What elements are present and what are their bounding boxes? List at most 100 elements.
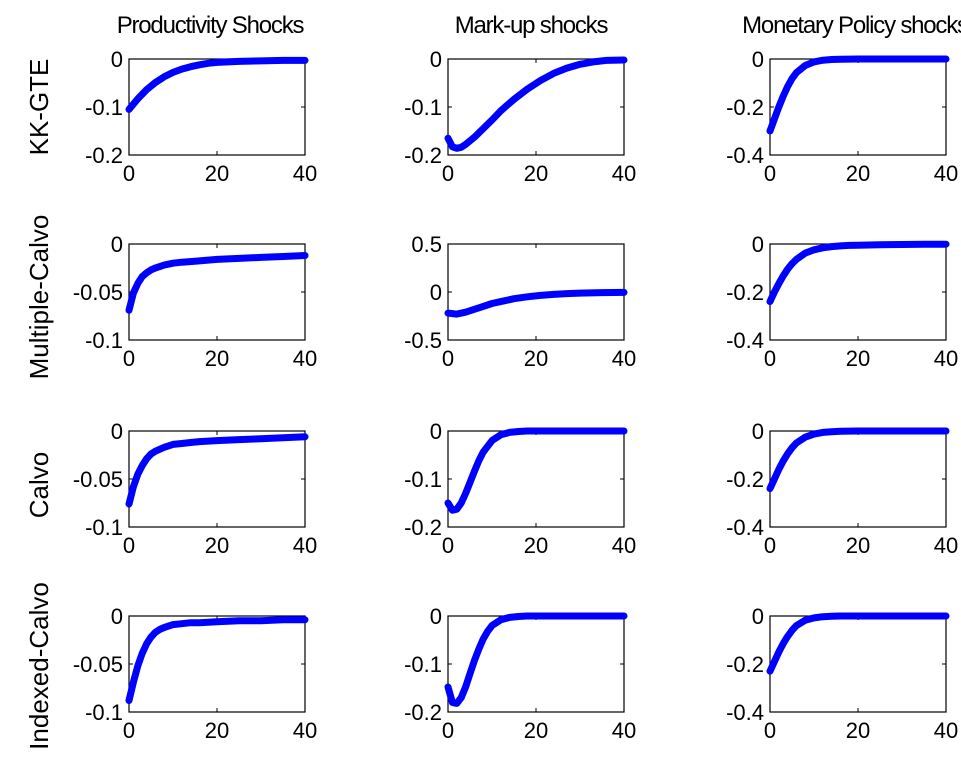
y-tick-label: 0 [752,419,764,444]
x-tick-label: 20 [205,346,229,371]
column-title-productivity: Productivity Shocks [117,12,305,39]
x-tick-label: 0 [123,718,135,743]
x-tick-label: 20 [846,161,870,186]
y-tick-label: 0 [430,604,442,629]
subplot-r2-c0: 0 20 40 0 -0.05 -0.1 [73,419,317,558]
x-tick-label: 0 [442,718,454,743]
x-tick-label: 20 [524,533,548,558]
subplot-r3-c2: 0 20 40 0 -0.2 -0.4 [726,604,958,743]
subplot-grid: 0 20 400-0.1-0.20 20 400-0.1-0.20 20 400-0.2-0… [73,47,958,743]
x-tick-label: 40 [934,533,958,558]
impulse-response-line [125,252,309,314]
x-tick-label: 0 [123,533,135,558]
x-tick-label: 0 [442,161,454,186]
subplot-r3-c1: 0 20 40 0 -0.1 -0.2 [404,604,636,743]
y-tick-label: -0.1 [85,328,123,353]
column-title-monetary-policy: Monetary Policy shocks [742,12,961,39]
y-tick-label: -0.2 [726,652,764,677]
x-tick-label: 0 [764,161,776,186]
x-tick-label: 20 [846,718,870,743]
impulse-response-line [766,240,950,306]
subplot-r1-c1: 0 20 400.50-0.5 [404,232,636,371]
x-tick-label: 20 [524,718,548,743]
y-tick-label: -0.2 [404,515,442,540]
y-tick-label: 0 [111,232,123,257]
y-tick-label: 0 [752,604,764,629]
x-tick-label: 0 [764,718,776,743]
y-tick-label: -0.2 [85,143,123,168]
x-tick-label: 0 [764,346,776,371]
y-tick-label: 0 [430,280,442,305]
x-tick-label: 40 [293,161,317,186]
impulse-response-line [444,612,628,707]
y-tick-label: -0.1 [404,652,442,677]
impulse-response-line [444,56,628,152]
impulse-response-line [125,56,309,113]
impulse-response-line [444,427,628,514]
subplot-r2-c2: 0 20 40 0 -0.2 -0.4 [726,419,958,558]
x-tick-label: 40 [934,161,958,186]
y-tick-label: -0.2 [726,95,764,120]
y-tick-label: 0.5 [411,232,442,257]
x-tick-label: 40 [293,346,317,371]
x-tick-label: 40 [612,533,636,558]
impulse-response-line [766,55,950,135]
subplot-r3-c0: 0 20 40 0 -0.05 -0.1 [73,604,317,743]
subplot-r2-c1: 0 20 40 0 -0.1 -0.2 [404,419,636,558]
x-tick-label: 40 [934,346,958,371]
x-tick-label: 40 [612,346,636,371]
row-label-multiple-calvo: Multiple-Calvo [24,215,54,380]
impulse-response-line [125,433,309,508]
column-titles: Productivity Shocks Mark-up shocks Monet… [117,12,961,39]
x-tick-label: 20 [205,161,229,186]
impulse-response-line [444,288,628,318]
impulse-response-line [766,612,950,675]
x-tick-label: 40 [612,161,636,186]
y-tick-label: -0.05 [73,280,123,305]
y-tick-label: 0 [430,419,442,444]
y-tick-label: 0 [111,47,123,72]
y-tick-label: -0.4 [726,328,764,353]
x-tick-label: 40 [612,718,636,743]
y-tick-label: 0 [430,47,442,72]
y-tick-label: 0 [111,419,123,444]
impulse-response-line [125,616,309,704]
x-tick-label: 20 [524,346,548,371]
subplot-r0-c2: 0 20 40 0 -0.2 -0.4 [726,47,958,186]
y-tick-label: -0.2 [726,467,764,492]
y-tick-label: 0 [752,232,764,257]
y-tick-label: -0.5 [404,328,442,353]
axes-frame [128,58,306,156]
column-title-markup: Mark-up shocks [455,12,609,39]
y-tick-label: -0.1 [85,95,123,120]
row-labels: KK-GTE Multiple-Calvo Calvo Indexed-Calv… [24,59,54,750]
row-label-calvo: Calvo [24,452,54,518]
axes-frame [447,430,625,528]
y-tick-label: -0.1 [404,467,442,492]
subplot-r1-c2: 0 20 40 0 -0.2 -0.4 [726,232,958,371]
x-tick-label: 0 [442,346,454,371]
y-tick-label: -0.2 [726,280,764,305]
subplot-r0-c1: 0 20 40 0 -0.1 -0.2 [404,47,636,186]
impulse-response-line [766,427,950,493]
x-tick-label: 0 [123,161,135,186]
x-tick-label: 20 [524,161,548,186]
x-tick-label: 40 [293,718,317,743]
subplot-r0-c0: 0 20 40 0 -0.1 -0.2 [85,47,317,186]
x-tick-label: 20 [846,346,870,371]
y-tick-label: -0.05 [73,652,123,677]
y-tick-label: -0.4 [726,700,764,725]
y-tick-label: -0.4 [726,143,764,168]
x-tick-label: 40 [934,718,958,743]
y-tick-label: -0.1 [85,515,123,540]
x-tick-label: 0 [442,533,454,558]
x-tick-label: 40 [293,533,317,558]
row-label-indexed-calvo: Indexed-Calvo [24,582,54,750]
axes-frame [128,430,306,528]
y-tick-label: -0.4 [726,515,764,540]
row-label-kk-gte: KK-GTE [24,59,54,156]
subplot-r1-c0: 0 20 40 0 -0.05 -0.1 [73,232,317,371]
x-tick-label: 20 [205,718,229,743]
x-tick-label: 0 [764,533,776,558]
